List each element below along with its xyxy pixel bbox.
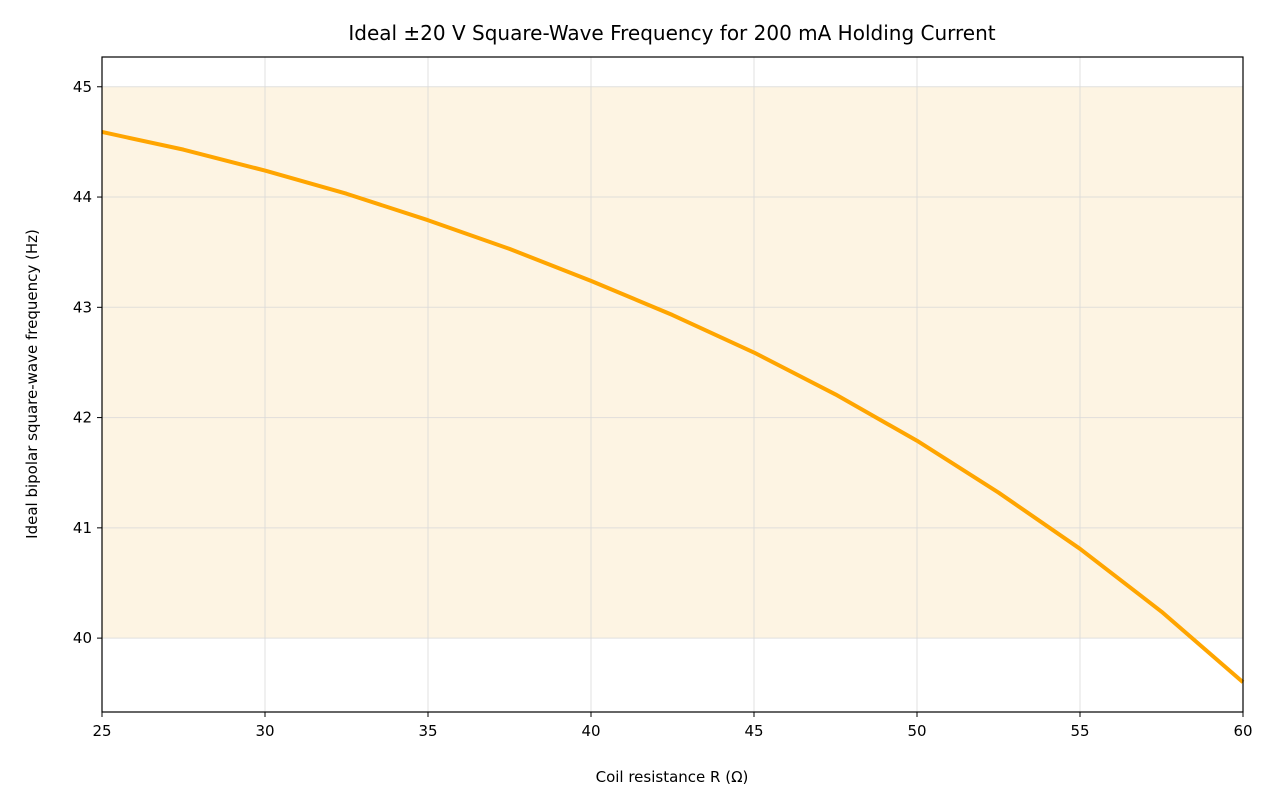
shaded-band (102, 86, 1243, 639)
y-tick-label: 42 (73, 409, 92, 427)
y-axis-label: Ideal bipolar square-wave frequency (Hz) (23, 229, 41, 539)
chart-title: Ideal ±20 V Square-Wave Frequency for 20… (348, 21, 995, 45)
y-axis-ticks: 40 41 42 43 44 45 (73, 78, 102, 647)
x-tick-label: 55 (1070, 722, 1089, 740)
series-line (101, 130, 1245, 684)
y-tick-label: 45 (73, 78, 92, 96)
x-axis-ticks: 25 30 35 40 45 50 55 60 (92, 712, 1253, 740)
x-tick-label: 45 (744, 722, 763, 740)
x-axis-label: Coil resistance R (Ω) (596, 768, 749, 786)
x-tick-label: 35 (418, 722, 437, 740)
x-tick-label: 60 (1233, 722, 1252, 740)
y-tick-label: 43 (73, 298, 92, 316)
x-tick-label: 30 (255, 722, 274, 740)
x-tick-label: 50 (907, 722, 926, 740)
x-tick-label: 40 (581, 722, 600, 740)
y-tick-label: 41 (73, 519, 92, 537)
x-tick-label: 25 (92, 722, 111, 740)
y-tick-label: 40 (73, 629, 92, 647)
y-tick-label: 44 (73, 188, 92, 206)
plot-frame (101, 56, 1244, 713)
shaded-band-layer (102, 86, 1243, 639)
series-layer (101, 130, 1245, 684)
